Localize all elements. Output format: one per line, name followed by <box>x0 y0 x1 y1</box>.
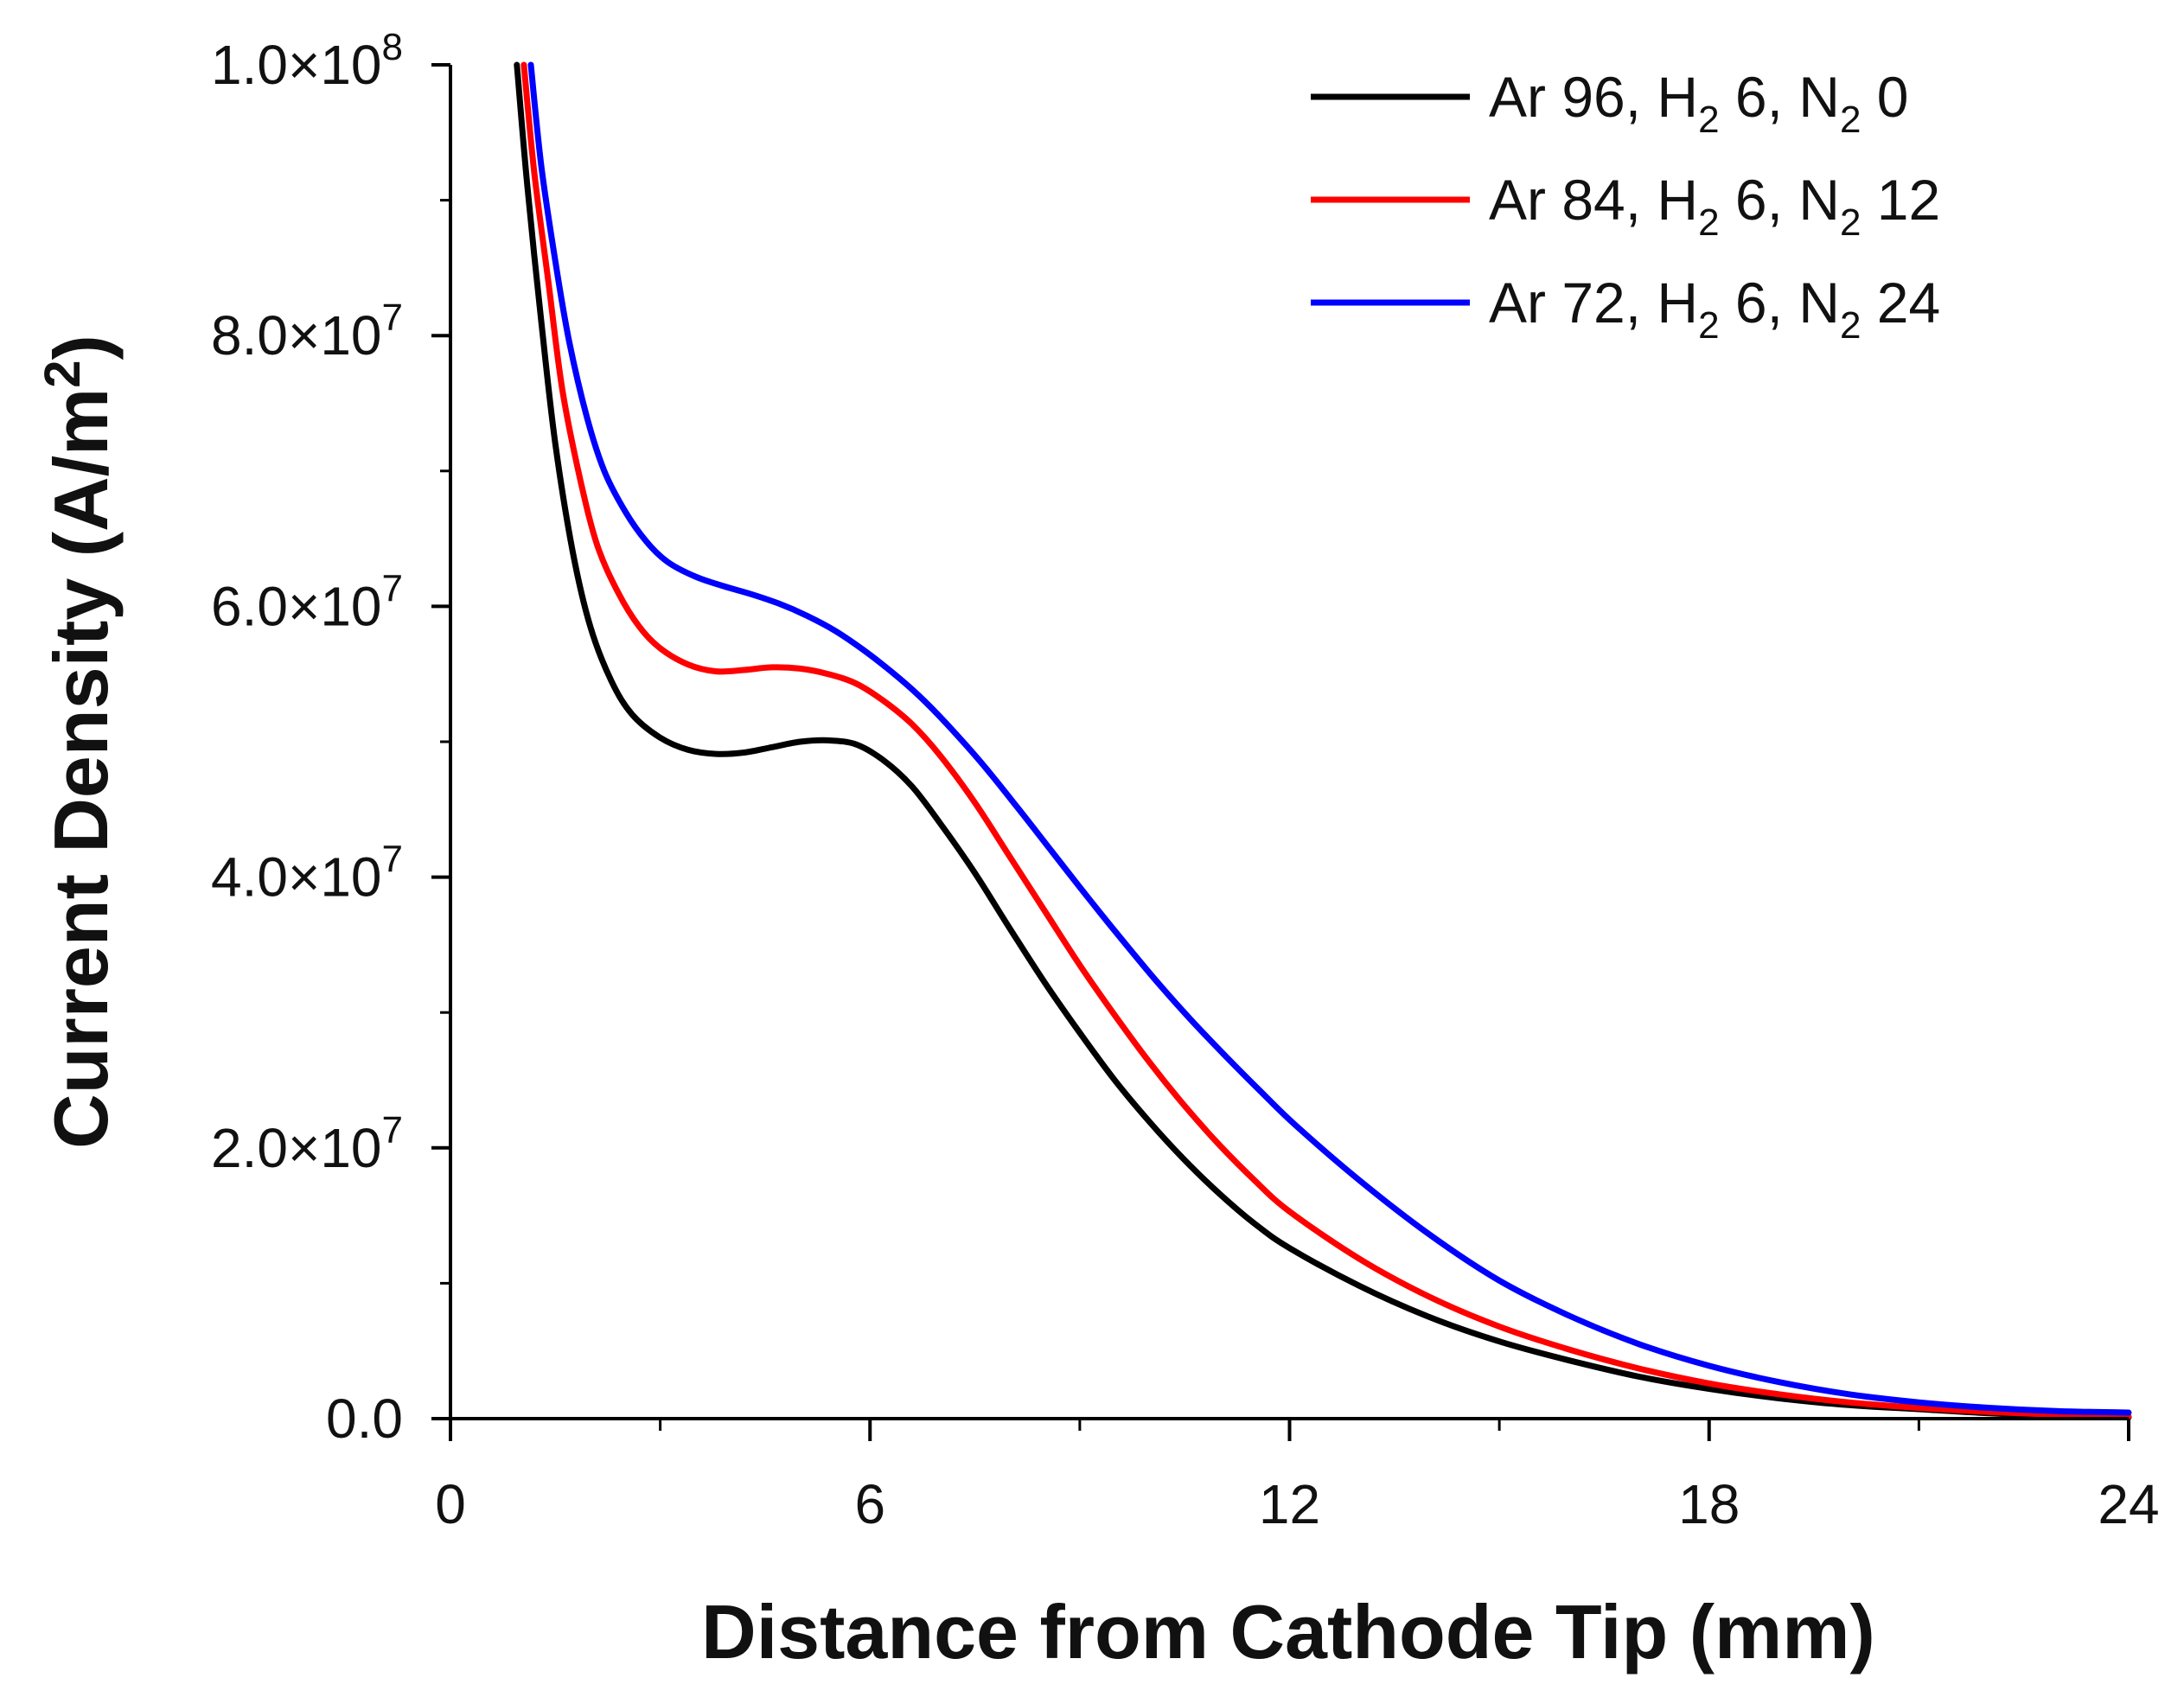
y-tick-mantissa: 4.0×10 <box>211 846 382 909</box>
y-tick-label: 1.0×108 <box>211 26 403 96</box>
legend-subscript: 2 <box>1698 201 1719 244</box>
y-tick-label: 2.0×107 <box>211 1109 403 1179</box>
plot-series <box>514 61 2132 1420</box>
legend-subscript: 2 <box>1840 304 1861 347</box>
y-tick-mantissa: 8.0×10 <box>211 304 382 367</box>
x-ticks: 0 6 12 18 24 <box>435 1419 2160 1535</box>
y-tick-exponent: 7 <box>382 567 403 609</box>
y-tick-exponent: 8 <box>382 26 403 68</box>
y-tick-mantissa: 6.0×10 <box>211 575 382 637</box>
x-axis-title: Distance from Cathode Tip (mm) <box>701 1589 1875 1675</box>
y-tick-exponent: 7 <box>382 297 403 339</box>
series-line-1 <box>514 61 2132 1420</box>
x-tick-label: 18 <box>1678 1473 1740 1535</box>
legend-text-part: Ar 72, H <box>1489 271 1698 335</box>
y-axis-title-superscript: 2 <box>35 360 91 387</box>
y-axis-title-base: Current Density (A/m <box>38 388 124 1149</box>
series-line-2 <box>520 61 2132 1420</box>
legend-subscript: 2 <box>1698 99 1719 141</box>
legend-label-1: Ar 96, H2 6, N2 0 <box>1489 65 1909 141</box>
y-tick-exponent: 7 <box>382 839 403 881</box>
y-axis-title-end: ) <box>38 335 124 360</box>
legend-text-part: 6, N <box>1720 271 1840 335</box>
legend-text-part: Ar 96, H <box>1489 65 1698 129</box>
legend-text-part: 6, N <box>1720 65 1840 129</box>
legend-text-part: 24 <box>1861 271 1940 335</box>
legend-subscript: 2 <box>1840 99 1861 141</box>
x-tick-label: 24 <box>2098 1473 2159 1535</box>
y-tick-mantissa: 0.0 <box>326 1388 403 1450</box>
x-tick-label: 6 <box>854 1473 885 1535</box>
legend-text-part: 6, N <box>1720 168 1840 232</box>
y-axis-title: Current Density (A/m2) <box>35 335 124 1149</box>
legend-label-3: Ar 72, H2 6, N2 24 <box>1489 271 1940 347</box>
y-tick-label: 8.0×107 <box>211 297 403 367</box>
series-line-3 <box>527 61 2132 1416</box>
y-tick-exponent: 7 <box>382 1109 403 1152</box>
legend-subscript: 2 <box>1698 304 1719 347</box>
legend-label-2: Ar 84, H2 6, N2 12 <box>1489 168 1940 244</box>
y-tick-label: 6.0×107 <box>211 567 403 637</box>
y-tick-mantissa: 2.0×10 <box>211 1117 382 1179</box>
x-tick-label: 0 <box>435 1473 466 1535</box>
axes <box>449 65 2129 1420</box>
legend-subscript: 2 <box>1840 201 1861 244</box>
legend-text-part: 12 <box>1861 168 1940 232</box>
y-tick-label: 0.0 <box>326 1388 403 1450</box>
x-tick-label: 12 <box>1259 1473 1320 1535</box>
legend-text-part: 0 <box>1861 65 1908 129</box>
y-tick-mantissa: 1.0×10 <box>211 34 382 96</box>
y-tick-label: 4.0×107 <box>211 839 403 909</box>
legend-text-part: Ar 84, H <box>1489 168 1698 232</box>
